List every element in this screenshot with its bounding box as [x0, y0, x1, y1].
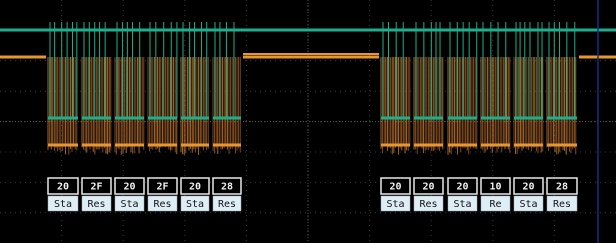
frame-label: Res — [553, 199, 571, 210]
byte-value: 20 — [456, 182, 468, 193]
byte-value: 10 — [489, 182, 501, 193]
frame-label: Re — [489, 199, 501, 210]
frame-label: Sta — [519, 199, 537, 210]
frame-label: Res — [153, 199, 171, 210]
byte-value: 20 — [389, 182, 401, 193]
frame-label: Res — [419, 199, 437, 210]
frame-label: Sta — [453, 199, 471, 210]
byte-value: 20 — [422, 182, 434, 193]
byte-value: 20 — [123, 182, 135, 193]
frame-label: Sta — [54, 199, 72, 210]
byte-value: 20 — [57, 182, 69, 193]
page: 20 Sta 2F Res 20 Sta 2F Res 20 Sta 28 Res 20 Sta 20 Res… — [0, 0, 616, 243]
byte-value: 20 — [522, 182, 534, 193]
oscilloscope-screen: 20 Sta 2F Res 20 Sta 2F Res 20 Sta 28 Res 20 Sta 20 Res… — [0, 0, 616, 243]
frame-label: Sta — [120, 199, 138, 210]
byte-value: 2F — [90, 182, 102, 193]
byte-value: 28 — [556, 182, 568, 193]
frame-label: Res — [218, 199, 236, 210]
frame-label: Sta — [186, 199, 204, 210]
byte-value: 20 — [189, 182, 201, 193]
byte-value: 2F — [156, 182, 168, 193]
byte-value: 28 — [221, 182, 233, 193]
frame-label: Sta — [386, 199, 404, 210]
frame-label: Res — [87, 199, 105, 210]
